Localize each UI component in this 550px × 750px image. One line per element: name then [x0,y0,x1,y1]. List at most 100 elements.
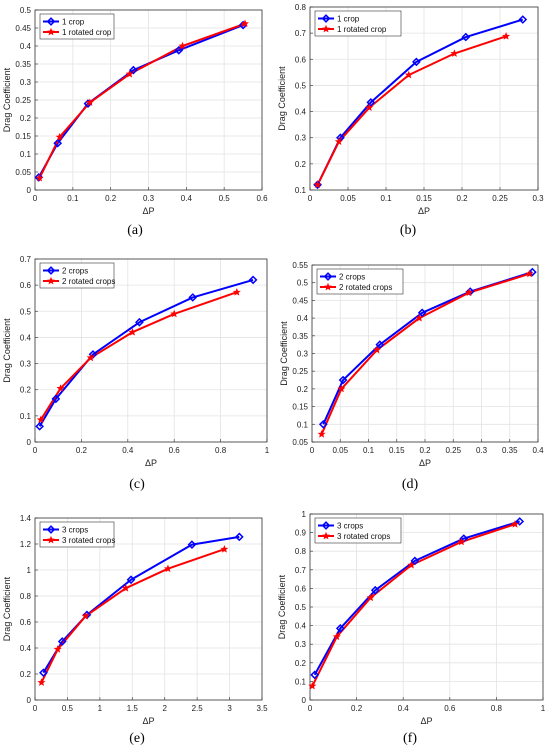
y-tick-label: 0.35 [292,332,308,341]
legend-entry: 2 rotated crops [62,277,115,286]
data-point-diamond [515,517,525,526]
plot-area [35,259,267,442]
y-tick-label: 0.3 [20,360,32,369]
axes-frame [309,513,544,701]
x-tick-label: 0.4 [122,446,134,455]
legend-marker-star [324,282,332,291]
series-line-2 [316,35,507,186]
legend-entry: 3 crops [337,522,363,531]
y-tick-label: 0.5 [20,307,32,316]
data-point-star [37,678,46,686]
y-tick-label: 0.7 [295,566,307,575]
y-tick-label: 0.45 [292,296,308,305]
axes-frame [34,9,263,191]
y-tick-label: 0.1 [297,420,309,429]
x-tick-label: 0.1 [363,446,375,455]
data-point-star [220,544,229,553]
series-line-2 [320,272,530,435]
x-tick-label: 0.05 [332,446,348,455]
legend-box [314,10,402,37]
x-tick-label: 0.5 [219,194,231,203]
y-tick-label: 0.3 [295,134,307,143]
data-point-diamond [34,173,44,182]
y-axis-label: Drag Coefficient [2,576,12,641]
series-line-2 [311,523,516,687]
x-tick-label: 1 [541,704,546,713]
legend-marker-star [322,24,330,33]
x-tick-label: 0.4 [398,704,410,713]
y-tick-label: 0.6 [20,281,32,290]
legend-marker-diamond [323,272,333,281]
y-tick-label: 0.1 [20,150,32,159]
y-tick-label: 0.5 [20,6,32,15]
data-point-diamond [370,585,380,595]
data-point-star [308,681,317,690]
data-point-diamond [39,668,48,678]
y-axis-label: Drag Coefficient [277,66,287,131]
axes-frame [309,6,539,191]
data-point-star [332,632,341,641]
data-point-star [317,430,326,438]
y-tick-label: 0.6 [295,584,307,593]
x-tick-label: 0.3 [476,446,488,455]
y-tick-label: 0.8 [295,3,307,12]
legend-entry: 2 rotated crops [339,283,392,292]
y-tick-label: 0.2 [20,670,32,679]
data-point-star [415,313,424,322]
y-tick-label: 0.7 [20,255,32,264]
data-point-diamond [188,293,198,302]
y-tick-label: 0.4 [295,622,307,631]
data-point-star [372,345,381,354]
chart-panel-f: 0 0.2 0.4 0.6 0.8 1 0 0.1 0.2 0.3 0.4 0.5 0.6 0.7 0.8 0… [277,510,546,746]
y-tick-label: 0.6 [295,55,307,64]
legend-entry: 1 rotated crop [62,28,112,37]
data-point-diamond [135,317,144,327]
series-line-2 [39,291,238,421]
data-point-diamond [335,624,345,633]
legend-entry: 1 crop [62,18,85,27]
legend-box [39,262,115,289]
data-point-diamond [35,421,45,431]
data-point-star [450,49,459,57]
figure-caption: (d) [402,477,419,492]
data-point-star [232,287,241,296]
data-point-star [457,537,466,546]
y-tick-label: 0.55 [292,261,308,270]
axes-frame [311,264,539,443]
legend-marker-diamond [46,525,56,534]
data-point-star [35,173,44,182]
data-point-star [178,41,187,50]
legend-marker-diamond [321,14,331,23]
figure-caption: (a) [127,223,143,238]
y-tick-label: 0.2 [295,659,307,668]
data-point-star [404,70,413,79]
data-point-diamond [375,340,385,350]
series-line-2 [40,548,225,683]
x-tick-label: 1 [98,704,103,713]
x-tick-label: 0.1 [67,194,79,203]
y-tick-label: 1 [302,510,307,519]
y-tick-label: 0.05 [15,168,31,177]
x-tick-label: 0 [308,194,313,203]
y-tick-label: 0.7 [295,29,307,38]
y-axis-label: Drag Coefficient [2,67,12,132]
data-point-star [337,384,346,393]
y-tick-label: 0 [27,438,32,447]
series-line-2 [38,22,246,179]
legend-entry: 1 rotated crop [337,25,387,34]
x-axis-label: ΔP [142,716,154,726]
x-tick-label: 2 [162,704,167,713]
x-tick-label: 0.3 [143,194,155,203]
figure-caption: (e) [129,731,145,746]
chart-panel-b: 0 0.05 0.1 0.15 0.2 0.25 0.3 0.1 0.2 0.3 0.4 0.5 0.6… [277,3,544,238]
x-axis-label: ΔP [419,458,431,468]
y-axis-label: Drag Coefficient [279,321,289,386]
y-tick-label: 0.8 [295,547,307,556]
legend-box [316,268,404,295]
x-tick-label: 1 [265,446,270,455]
legend-marker-star [47,535,55,544]
x-tick-label: 0 [33,446,38,455]
x-tick-label: 0.15 [389,446,405,455]
x-tick-label: 0.6 [444,704,456,713]
